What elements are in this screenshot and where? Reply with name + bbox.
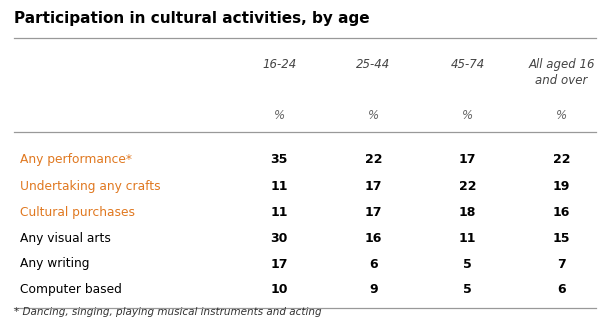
Text: 16: 16 bbox=[365, 232, 382, 245]
Text: 35: 35 bbox=[270, 153, 288, 166]
Text: Any writing: Any writing bbox=[20, 257, 89, 270]
Text: 16: 16 bbox=[553, 206, 570, 219]
Text: %: % bbox=[368, 109, 379, 122]
Text: 6: 6 bbox=[558, 283, 566, 296]
Text: %: % bbox=[462, 109, 473, 122]
Text: Any performance*: Any performance* bbox=[20, 153, 132, 166]
Text: 10: 10 bbox=[270, 283, 288, 296]
Text: Undertaking any crafts: Undertaking any crafts bbox=[20, 180, 160, 193]
Text: 19: 19 bbox=[553, 180, 570, 193]
Text: 5: 5 bbox=[463, 257, 472, 270]
Text: 15: 15 bbox=[553, 232, 570, 245]
Text: 22: 22 bbox=[365, 153, 382, 166]
Text: 17: 17 bbox=[365, 180, 382, 193]
Text: Any visual arts: Any visual arts bbox=[20, 232, 110, 245]
Text: 18: 18 bbox=[459, 206, 476, 219]
Text: 6: 6 bbox=[369, 257, 378, 270]
Text: %: % bbox=[274, 109, 285, 122]
Text: 17: 17 bbox=[270, 257, 288, 270]
Text: %: % bbox=[556, 109, 567, 122]
Text: 7: 7 bbox=[557, 257, 566, 270]
Text: All aged 16
and over: All aged 16 and over bbox=[528, 58, 595, 87]
Text: 16-24: 16-24 bbox=[262, 58, 296, 71]
Text: 22: 22 bbox=[459, 180, 476, 193]
Text: 17: 17 bbox=[459, 153, 476, 166]
Text: Cultural purchases: Cultural purchases bbox=[20, 206, 135, 219]
Text: 25-44: 25-44 bbox=[356, 58, 390, 71]
Text: 45-74: 45-74 bbox=[450, 58, 484, 71]
Text: 30: 30 bbox=[270, 232, 288, 245]
Text: 11: 11 bbox=[459, 232, 476, 245]
Text: 11: 11 bbox=[270, 180, 288, 193]
Text: 17: 17 bbox=[365, 206, 382, 219]
Text: Computer based: Computer based bbox=[20, 283, 121, 296]
Text: * Dancing, singing, playing musical instruments and acting: * Dancing, singing, playing musical inst… bbox=[13, 307, 321, 317]
Text: Participation in cultural activities, by age: Participation in cultural activities, by… bbox=[13, 11, 369, 26]
Text: 9: 9 bbox=[369, 283, 378, 296]
Text: 22: 22 bbox=[553, 153, 570, 166]
Text: 11: 11 bbox=[270, 206, 288, 219]
Text: 5: 5 bbox=[463, 283, 472, 296]
